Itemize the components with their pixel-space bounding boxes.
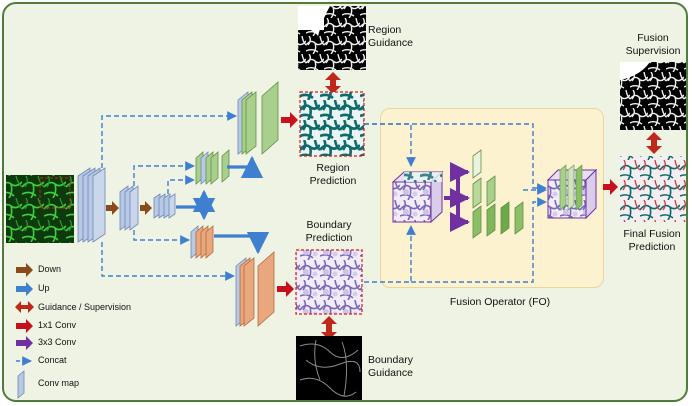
final-fusion-prediction-label-line1: Final Fusion (623, 228, 681, 240)
region-guidance-label-line1: Region (368, 24, 402, 36)
final-fusion-prediction-label-line2: Prediction (628, 241, 676, 253)
boundary-prediction-label-line1: Boundary (306, 219, 352, 231)
brown-arrow-icon (16, 263, 33, 277)
region-prediction-label: Region Prediction (304, 162, 362, 188)
conv1x1-arrows (277, 112, 618, 297)
boundary-guidance-image (296, 336, 362, 400)
double-arrow-icon (15, 301, 34, 313)
boundary-guidance-label: Boundary Guidance (368, 354, 413, 380)
encoder-conv-map-small (153, 193, 176, 219)
fusion-operator-label: Fusion Operator (FO) (449, 296, 551, 308)
conv3x3-arrows (444, 162, 470, 232)
legend-guidance-label: Guidance / Supervision (38, 302, 132, 312)
input-image (6, 175, 74, 243)
region-conv-map-large (237, 81, 279, 155)
red-arrow-icon (16, 319, 33, 333)
up-arrows (176, 155, 270, 255)
region-prediction-label-line1: Region (316, 162, 350, 174)
encoder-conv-map-large (77, 167, 106, 243)
conv-map-icon (17, 370, 25, 399)
region-prediction-image (299, 91, 365, 157)
region-prediction-label-line2: Prediction (309, 175, 357, 187)
legend-icons (15, 263, 34, 399)
encoder-conv-map-medium (119, 185, 139, 231)
region-guidance-label-line2: Guidance (368, 37, 413, 49)
blue-arrow-icon (16, 282, 33, 296)
boundary-conv-map-small (190, 225, 214, 259)
fo-feature-maps (472, 149, 524, 239)
boundary-guidance-label-line2: Guidance (368, 367, 413, 379)
region-conv-map-small (195, 149, 230, 185)
legend-up-label: Up (38, 283, 50, 293)
fusion-supervision-label: Fusion Supervision (620, 32, 686, 58)
concat-paths (101, 111, 547, 283)
boundary-conv-map-large (235, 251, 275, 327)
fusion-supervision-label-line1: Fusion (637, 32, 669, 44)
legend-1x1conv-label: 1x1 Conv (38, 320, 77, 330)
fo-input-cube (391, 170, 444, 224)
boundary-prediction-label-line2: Prediction (305, 232, 353, 244)
input-crop-box (39, 177, 71, 209)
final-fusion-prediction-image (620, 156, 686, 222)
boundary-prediction-image (295, 249, 363, 315)
boundary-guidance-label-line1: Boundary (368, 354, 413, 366)
region-guidance-label: Region Guidance (368, 24, 413, 50)
legend-3x3conv-label: 3x3 Conv (38, 337, 77, 347)
legend-convmap-label: Conv map (38, 378, 80, 388)
fusion-supervision-image (620, 62, 686, 130)
legend-down-label: Down (38, 264, 62, 274)
legend-concat-label: Concat (38, 355, 67, 365)
final-fusion-prediction-label: Final Fusion Prediction (614, 228, 690, 254)
boundary-prediction-label: Boundary Prediction (300, 219, 358, 245)
fusion-supervision-label-line2: Supervision (625, 45, 681, 57)
down-arrows (106, 201, 152, 215)
guidance-arrows (321, 72, 662, 340)
purple-arrow-icon (16, 336, 33, 350)
region-guidance-image (298, 6, 366, 70)
fo-output-cube (546, 164, 598, 220)
